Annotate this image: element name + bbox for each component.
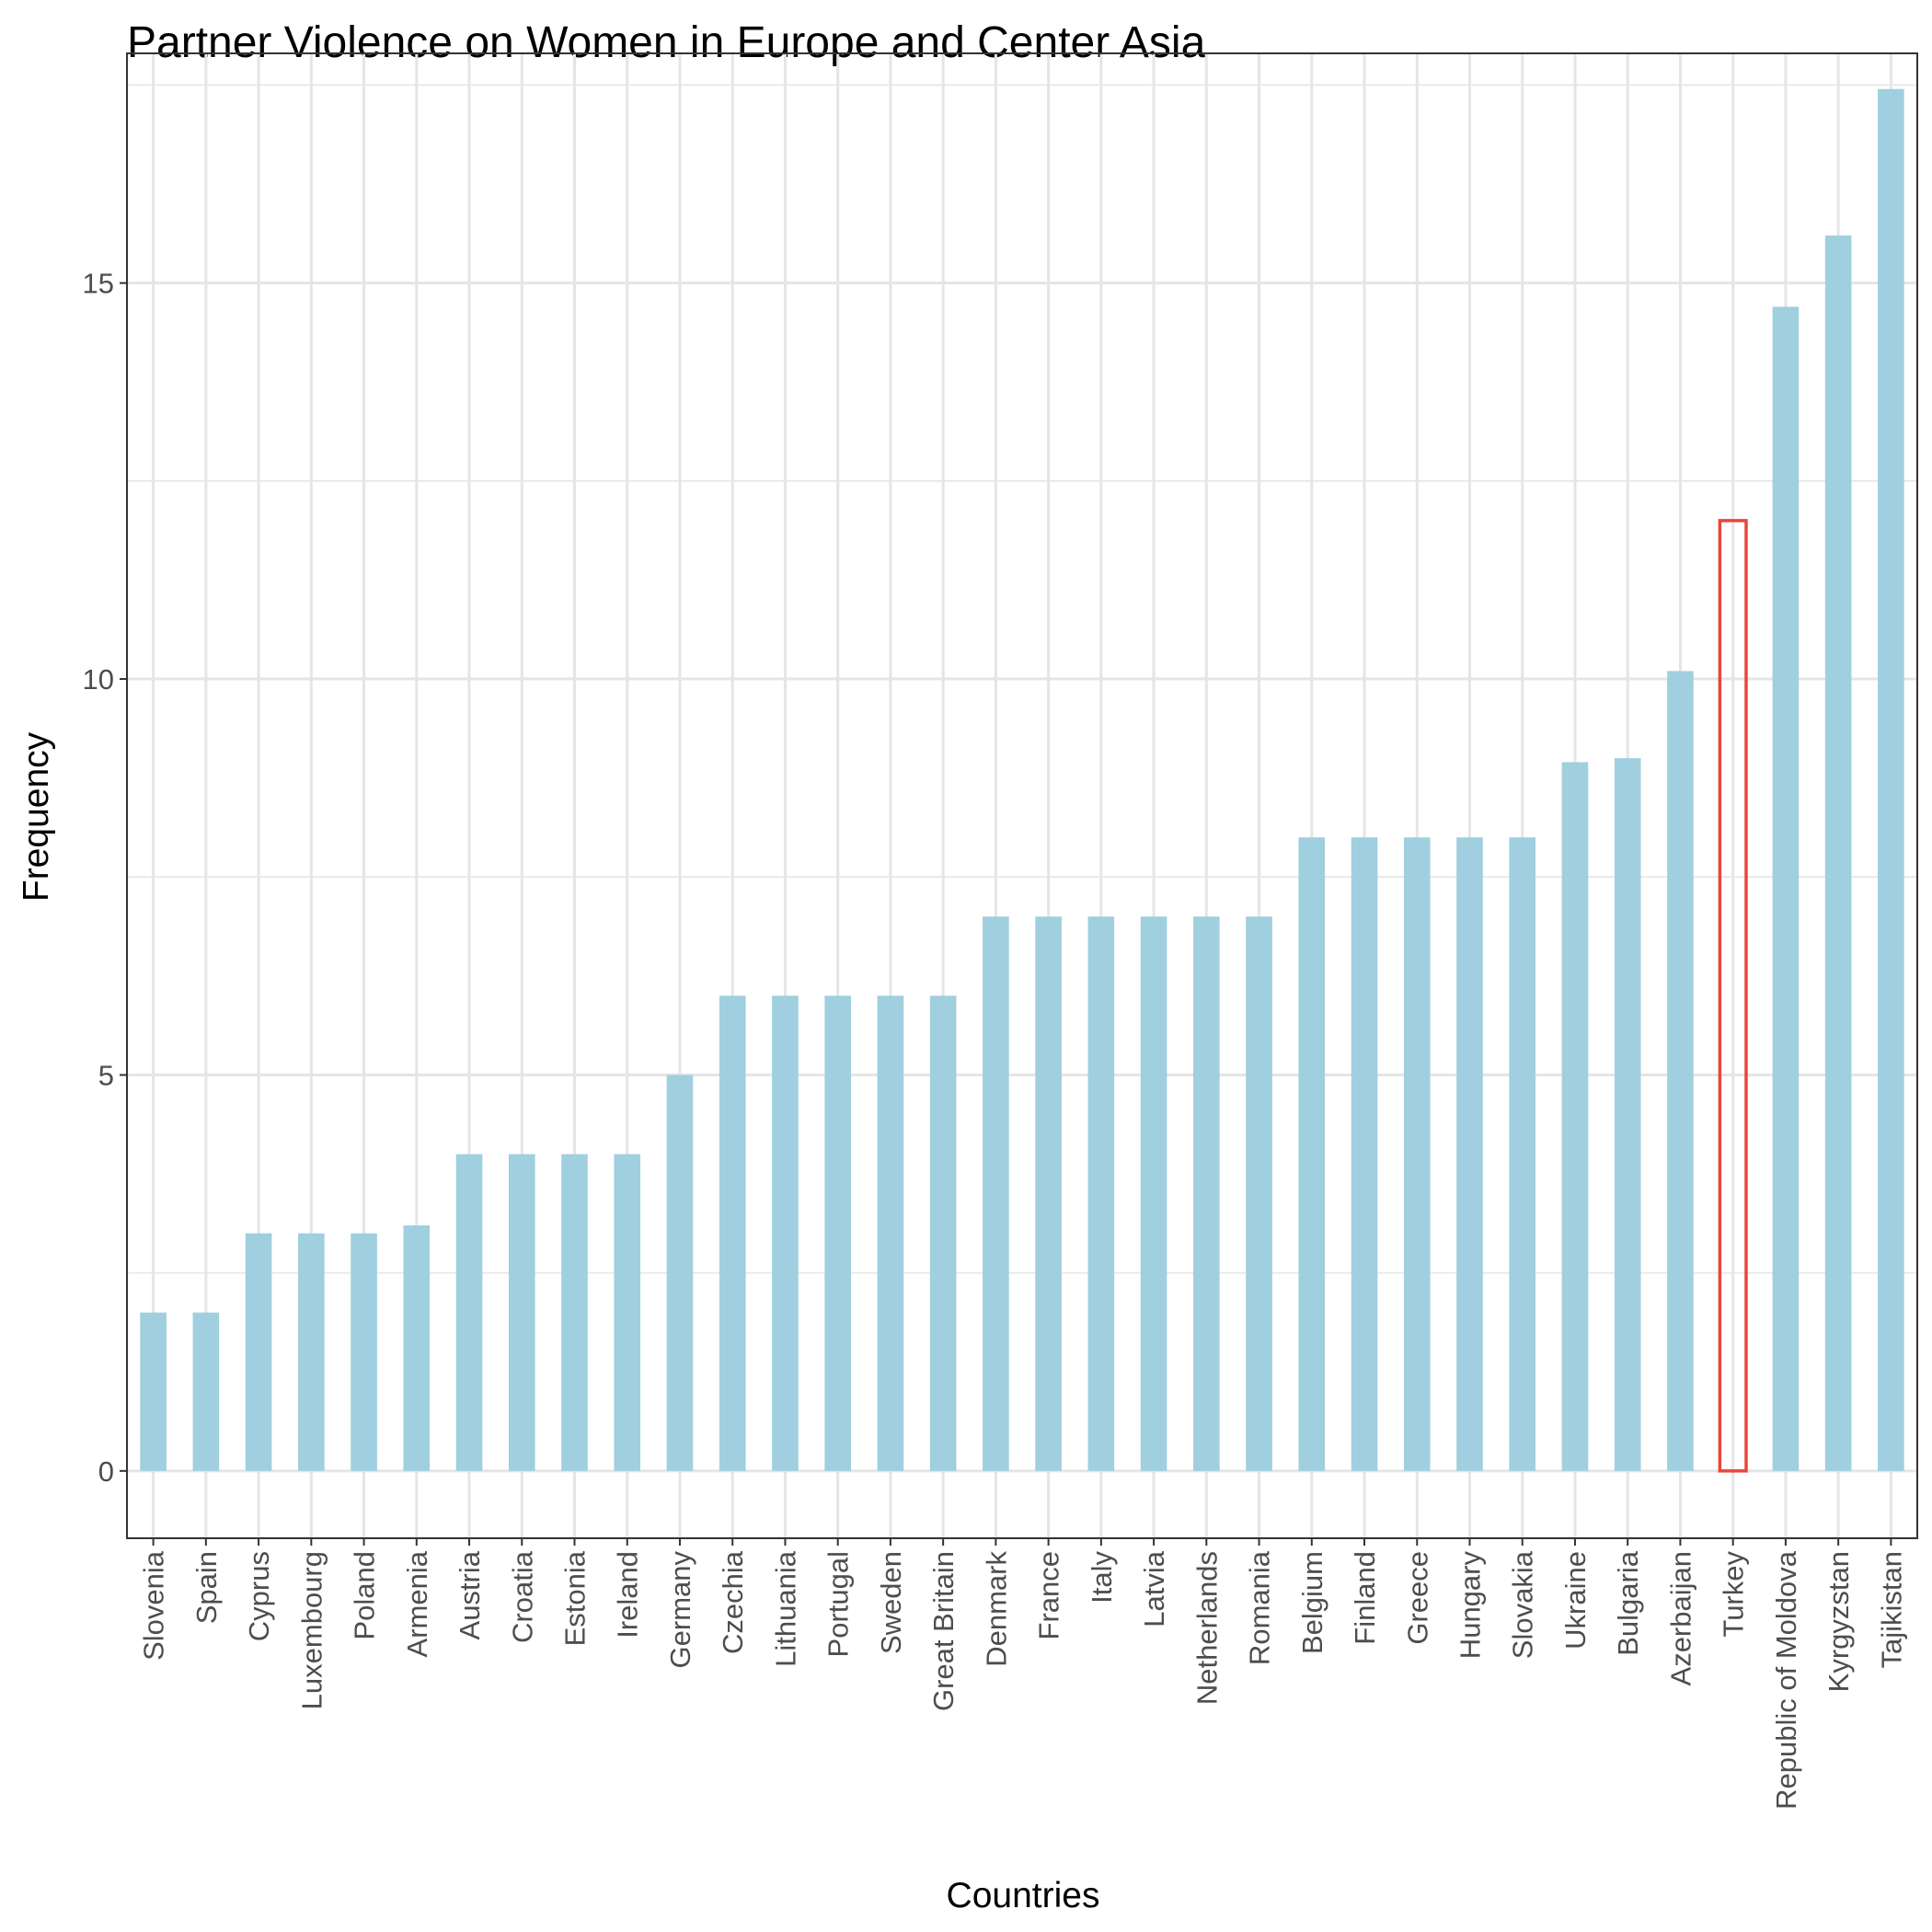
x-tick-label-slovenia: Slovenia — [138, 1550, 170, 1661]
x-tick-label-ireland: Ireland — [612, 1551, 644, 1639]
bar-ukraine — [1561, 762, 1589, 1471]
x-tick-label-lithuania: Lithuania — [769, 1550, 801, 1667]
y-tick-label: 15 — [83, 268, 114, 300]
x-tick-label-armenia: Armenia — [401, 1550, 433, 1657]
bar-turkey-highlighted — [1718, 519, 1748, 1473]
bar-estonia — [561, 1154, 588, 1471]
x-tick-label-czechia: Czechia — [717, 1550, 749, 1654]
x-tick-label-tajikistan: Tajikistan — [1875, 1551, 1907, 1669]
x-tick-label-denmark: Denmark — [980, 1551, 1012, 1667]
x-tick-label-kyrgyzstan: Kyrgyzstan — [1823, 1551, 1855, 1692]
bar-kyrgyzstan — [1824, 235, 1852, 1471]
grid-lines — [127, 53, 1917, 1538]
x-tick-label-azerbaijan: Azerbaijan — [1664, 1551, 1696, 1685]
bar-greece — [1403, 837, 1431, 1471]
x-tick-label-latvia: Latvia — [1138, 1550, 1170, 1627]
x-tick-label-spain: Spain — [190, 1551, 223, 1624]
x-tick-label-portugal: Portugal — [822, 1551, 855, 1657]
bar-netherlands — [1193, 916, 1220, 1471]
x-tick-label-slovakia: Slovakia — [1507, 1550, 1539, 1659]
x-tick-label-sweden: Sweden — [875, 1551, 907, 1654]
bars — [140, 88, 1904, 1473]
bar-finland — [1351, 837, 1378, 1471]
x-tick-label-germany: Germany — [664, 1551, 696, 1669]
x-tick-label-ukraine: Ukraine — [1559, 1551, 1592, 1650]
bar-luxembourg — [298, 1233, 325, 1471]
plot-panel-border — [126, 52, 1918, 1539]
bar-spain — [192, 1312, 220, 1471]
x-tick-label-greece: Greece — [1401, 1551, 1433, 1645]
bar-hungary — [1456, 837, 1483, 1471]
x-tick-label-great-britain: Great Britain — [927, 1551, 960, 1711]
x-tick-label-france: France — [1033, 1551, 1065, 1639]
bar-azerbaijan — [1667, 671, 1694, 1471]
x-tick-label-poland: Poland — [349, 1551, 381, 1640]
bar-czechia — [719, 995, 746, 1471]
bar-great-britain — [929, 995, 957, 1471]
bar-romania — [1246, 916, 1272, 1471]
bar-austria — [455, 1154, 483, 1471]
x-tick-label-belgium: Belgium — [1296, 1551, 1328, 1654]
bar-france — [1035, 916, 1062, 1471]
bar-tajikistan — [1878, 88, 1904, 1471]
bar-slovakia — [1509, 837, 1536, 1471]
y-axis-title: Frequency — [17, 731, 56, 902]
x-tick-label-cyprus: Cyprus — [243, 1551, 275, 1641]
bar-lithuania — [772, 995, 799, 1471]
bar-cyprus — [245, 1233, 272, 1471]
x-tick-label-austria: Austria — [454, 1550, 486, 1639]
x-axis-title: Countries — [947, 1876, 1100, 1915]
bar-belgium — [1298, 837, 1326, 1471]
bar-ireland — [614, 1154, 641, 1471]
x-tick-label-republic-of-moldova: Republic of Moldova — [1770, 1550, 1802, 1810]
bar-slovenia — [140, 1312, 167, 1471]
x-tick-label-hungary: Hungary — [1455, 1551, 1487, 1660]
x-tick-label-croatia: Croatia — [506, 1550, 538, 1643]
bar-armenia — [403, 1225, 431, 1471]
y-tick-label: 0 — [98, 1455, 114, 1488]
bar-portugal — [824, 995, 851, 1471]
bar-bulgaria — [1614, 758, 1641, 1471]
axes: 0 5 10 15 Slovenia Spain Cyprus Luxembourg Polan… — [83, 268, 1908, 1810]
chart-title: Partner Violence on Women in Europe and … — [127, 18, 1206, 67]
x-tick-label-estonia: Estonia — [559, 1550, 592, 1646]
bar-germany — [666, 1075, 694, 1471]
x-tick-label-bulgaria: Bulgaria — [1612, 1550, 1644, 1655]
x-tick-label-netherlands: Netherlands — [1190, 1551, 1223, 1705]
bar-republic-of-moldova — [1772, 306, 1800, 1471]
x-tick-label-luxembourg: Luxembourg — [295, 1551, 328, 1709]
y-tick-label: 5 — [98, 1059, 114, 1091]
x-tick-label-romania: Romania — [1244, 1550, 1276, 1665]
bar-poland — [351, 1233, 377, 1471]
x-tick-label-italy: Italy — [1086, 1551, 1118, 1604]
x-tick-label-turkey: Turkey — [1718, 1551, 1750, 1638]
x-tick-label-finland: Finland — [1349, 1551, 1381, 1645]
bar-sweden — [877, 995, 904, 1471]
bar-latvia — [1140, 916, 1167, 1471]
bar-denmark — [983, 916, 1009, 1471]
bar-croatia — [508, 1154, 535, 1471]
y-tick-label: 10 — [83, 663, 114, 696]
bar-italy — [1087, 916, 1115, 1471]
